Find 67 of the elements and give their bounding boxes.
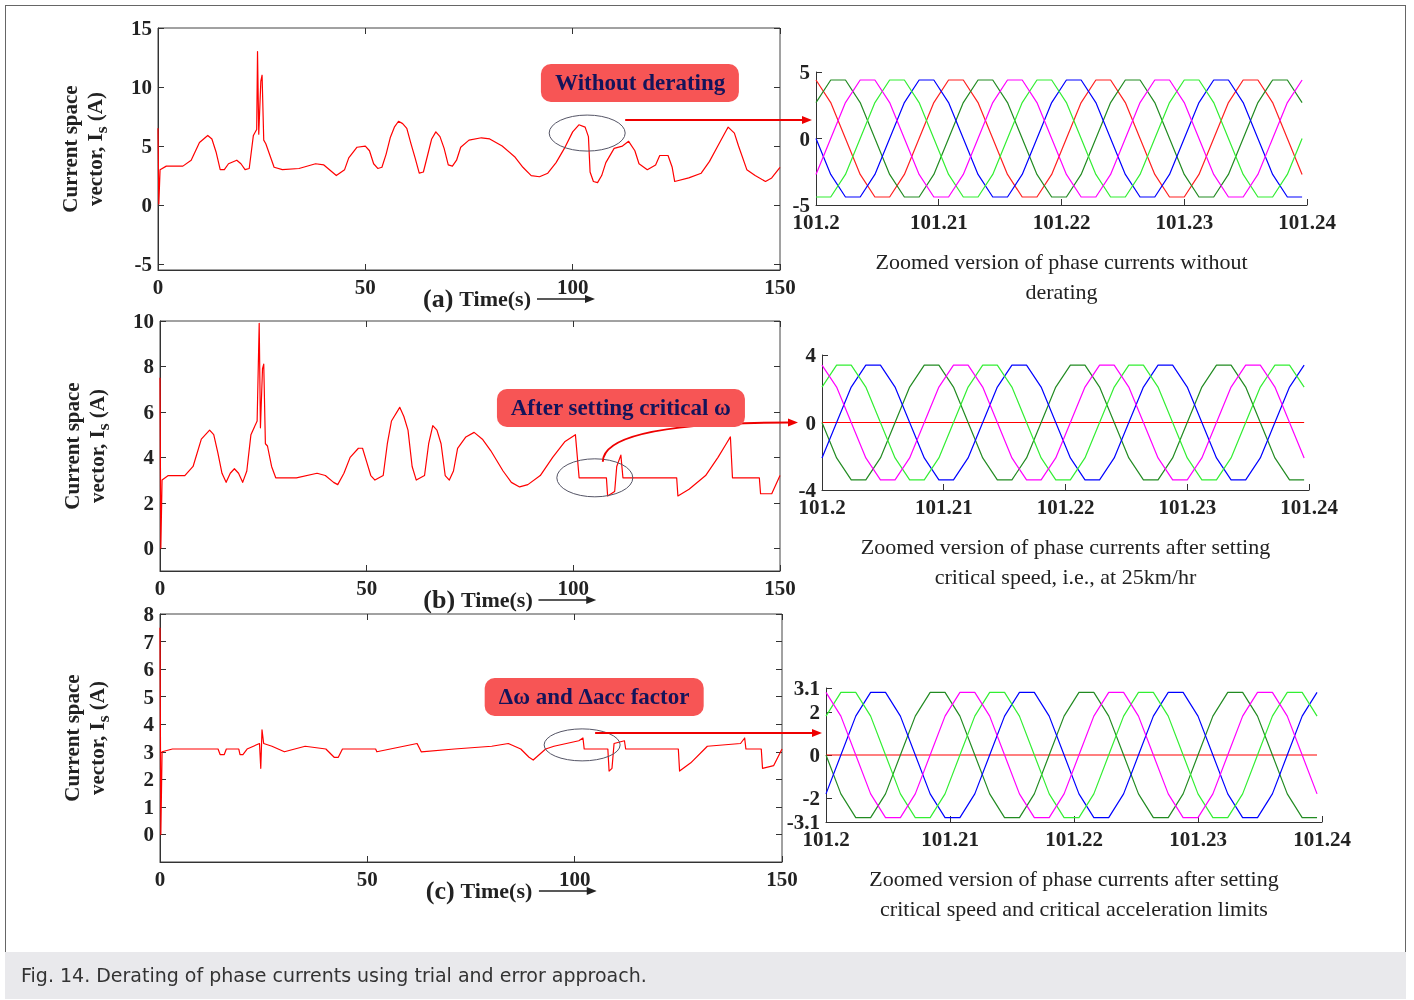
x-tick-label: 100 [558,866,591,891]
x-tick-label: 101.23 [1158,494,1217,519]
x-tick-label: 50 [354,274,376,299]
annotation: After setting critical ω [496,388,745,427]
y-tick-label: 3.1 [793,676,820,700]
y-tick-label: -2 [802,786,820,811]
x-tick-label: 100 [557,575,590,600]
y-tick-label: 5 [141,134,152,159]
text: Zoomed version of phase currents after setting critical speed and critical acceleration limits [868,865,1280,923]
x-tick-label: 101.22 [1032,209,1091,234]
text: Zoomed version of phase currents after setting critical speed, i.e., at 25km/hr [859,533,1272,591]
y-tick-label: 8 [143,354,154,379]
x-tick-label: 101.22 [1036,494,1095,519]
text: Zoomed version of phase currents without derating [874,248,1249,306]
x-tick-label: 101.21 [914,494,973,519]
annotation: Without derating [541,64,740,103]
x-tick-label: 101.22 [1045,826,1103,851]
x-tick-label: 150 [764,274,796,299]
y-tick-label: 10 [133,309,154,333]
y-tick-label: 10 [131,75,152,100]
y-tick-label: 0 [799,126,810,151]
x-tick-label: 101.21 [909,209,968,234]
x-axis-title: Time(s) [459,286,532,312]
y-tick-label: 3 [143,739,154,764]
text: (a) [422,284,454,314]
y-tick-label: 7 [143,629,154,654]
text: (b) [423,585,456,615]
x-tick-label: 150 [764,575,796,600]
y-tick-label: 6 [143,657,154,682]
x-tick-label: 101.21 [921,826,979,851]
x-tick-label: 101.24 [1280,494,1339,519]
x-tick-label: 50 [356,575,378,600]
x-tick-label: 101.23 [1155,209,1214,234]
y-tick-label: 4 [143,445,155,470]
y-tick-label: 5 [143,684,154,709]
x-axis-title: Time(s) [460,878,533,904]
caption: Fig. 14. Derating of phase currents using trial and error approach. [5,952,1406,999]
x-axis-title: Time(s) [461,587,533,613]
y-tick-label: 2 [143,490,154,515]
line-series [159,627,783,836]
y-tick-label: 1 [143,794,154,819]
y-tick-label: 15 [131,16,152,40]
y-tick-label: 0 [805,410,816,435]
x-tick-label: 101.24 [1278,209,1337,234]
line-series [821,364,1305,481]
y-tick-label: 4 [143,712,155,737]
x-tick-label: 100 [556,274,589,299]
annotation: Δω and Δacc factor [484,677,704,716]
x-tick-label: 150 [766,866,798,891]
y-tick-label: 5 [799,60,810,84]
line-series [825,691,1318,819]
line-series [815,79,1303,198]
y-tick-label: 8 [143,602,154,626]
line-series [159,322,781,549]
x-tick-label: 50 [356,866,378,891]
y-tick-label: 0 [141,193,152,218]
y-tick-label: -5 [134,252,152,277]
y-tick-label: 6 [143,399,154,424]
y-tick-label: 4 [805,343,817,367]
x-tick-label: 101.23 [1169,826,1227,851]
text: (c) [425,876,455,906]
y-tick-label: 2 [143,767,154,792]
y-tick-label: 0 [809,743,820,767]
line-series [157,51,781,205]
y-tick-label: 2 [809,699,820,724]
y-tick-label: 0 [143,536,154,561]
x-tick-label: 101.24 [1293,826,1352,851]
